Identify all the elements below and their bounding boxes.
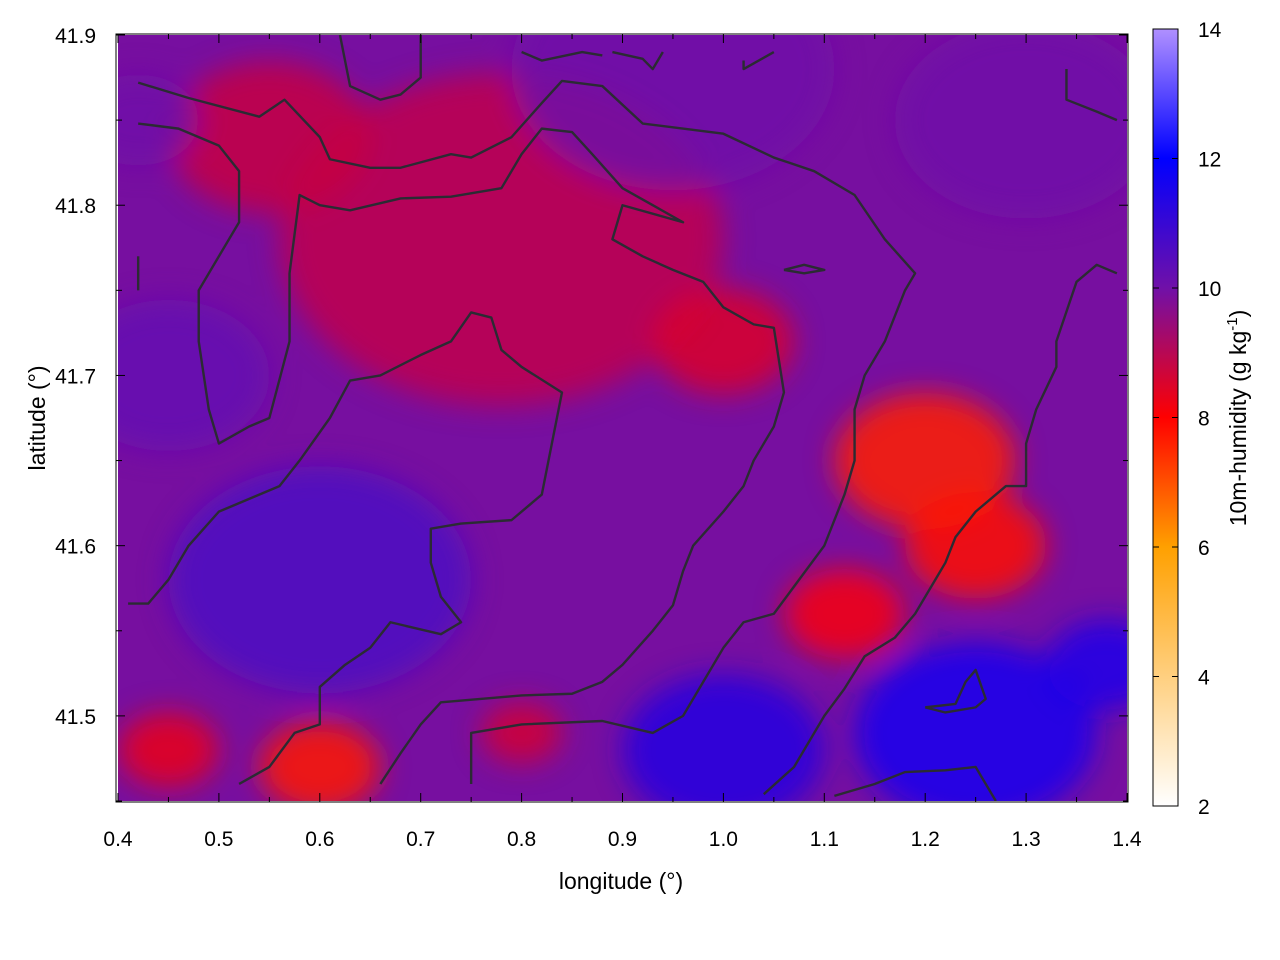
field-blob-8 bbox=[481, 702, 562, 764]
contour-line-8 bbox=[762, 263, 1118, 796]
x-tick-label: 1.3 bbox=[1011, 828, 1040, 851]
colorbar-ticks: 2 4 6 8 10 12 14 bbox=[1153, 19, 1222, 819]
colorbar-tick-label: 14 bbox=[1198, 19, 1222, 42]
field-blob-13 bbox=[1046, 619, 1127, 711]
contour-line-5 bbox=[612, 50, 664, 71]
y-tick-label: 41.5 bbox=[55, 706, 96, 729]
colorbar-tick-label: 8 bbox=[1198, 408, 1210, 431]
x-tick-label: 1.4 bbox=[1112, 828, 1142, 851]
colorbar-tick-label: 2 bbox=[1198, 796, 1210, 819]
field-blob-6 bbox=[118, 712, 219, 788]
colorbar-tick-label: 6 bbox=[1198, 537, 1210, 560]
colorbar-tick-label: 10 bbox=[1198, 278, 1221, 301]
field-blob-11 bbox=[854, 642, 1097, 801]
field-blob-10 bbox=[118, 299, 270, 452]
field-blob-9 bbox=[168, 466, 472, 694]
x-tick-label: 0.4 bbox=[103, 828, 133, 851]
contour-line-2 bbox=[128, 311, 564, 786]
field-blob-4 bbox=[783, 568, 906, 660]
x-axis: 0.4 0.5 0.6 0.7 0.8 0.9 1.0 1.1 1.2 1.3 1.4 bbox=[103, 34, 1142, 851]
field-blob-1 bbox=[168, 61, 371, 213]
contour-line-10 bbox=[924, 668, 987, 714]
contour-line-9 bbox=[783, 263, 826, 275]
contour-line-11 bbox=[834, 765, 997, 801]
contour-line-0 bbox=[137, 79, 917, 784]
colorbar: 2 4 6 8 10 12 14 10m-humidity (g kg-1) bbox=[1152, 19, 1251, 819]
colorbar-title-end: ) bbox=[1225, 310, 1251, 318]
colorbar-title-main: 10m-humidity (g kg bbox=[1225, 331, 1251, 527]
humidity-field bbox=[118, 35, 1127, 801]
y-axis-title: latitude (°) bbox=[24, 365, 50, 470]
field-blob-14 bbox=[511, 35, 835, 191]
x-tick-label: 0.7 bbox=[406, 828, 435, 851]
field-blob-16 bbox=[118, 74, 199, 166]
x-tick-label: 1.1 bbox=[810, 828, 839, 851]
field-blob-12 bbox=[622, 674, 825, 801]
contour-line-1 bbox=[138, 122, 786, 785]
colorbar-tick-label: 4 bbox=[1198, 667, 1210, 690]
field-blob-3 bbox=[905, 492, 1047, 599]
colorbar-title: 10m-humidity (g kg-1) bbox=[1224, 310, 1251, 527]
x-tick-label: 0.9 bbox=[608, 828, 637, 851]
y-tick-label: 41.6 bbox=[55, 536, 96, 559]
x-tick-label: 0.5 bbox=[204, 828, 233, 851]
x-tick-label: 1.0 bbox=[709, 828, 738, 851]
contour-line-6 bbox=[742, 50, 775, 71]
contour-line-3 bbox=[338, 35, 422, 101]
x-tick-label: 0.8 bbox=[507, 828, 536, 851]
contour-line-4 bbox=[521, 50, 603, 62]
contour-line-7 bbox=[1065, 69, 1118, 122]
x-tick-label: 0.6 bbox=[305, 828, 334, 851]
x-axis-title: longitude (°) bbox=[559, 868, 683, 894]
contour-lines bbox=[128, 35, 1118, 801]
colorbar-tick-label: 12 bbox=[1198, 149, 1221, 172]
y-tick-label: 41.7 bbox=[55, 365, 96, 388]
y-tick-label: 41.8 bbox=[55, 195, 96, 218]
field-blob-15 bbox=[894, 35, 1127, 219]
y-axis: 41.5 41.6 41.7 41.8 41.9 bbox=[55, 25, 1128, 802]
y-tick-label: 41.9 bbox=[55, 25, 96, 48]
field-blobs bbox=[118, 35, 1127, 801]
x-tick-label: 1.2 bbox=[911, 828, 940, 851]
colorbar-title-sup: -1 bbox=[1224, 317, 1241, 330]
field-blob-7 bbox=[652, 288, 795, 395]
